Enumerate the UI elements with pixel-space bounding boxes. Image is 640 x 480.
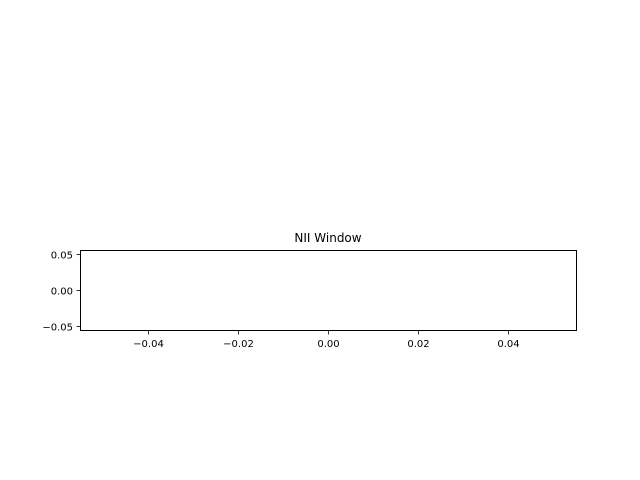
plot-frame xyxy=(80,250,577,331)
y-tick-label: 0.00 xyxy=(51,287,73,298)
x-tick-label: 0.00 xyxy=(317,339,339,350)
y-axis: −0.05 0.00 0.05 xyxy=(42,251,81,334)
x-tick-label: 0.04 xyxy=(497,339,519,350)
chart-title: NII Window xyxy=(294,231,361,245)
x-axis: −0.04 −0.02 0.00 0.02 0.04 xyxy=(133,330,520,350)
x-tick-label: −0.02 xyxy=(223,339,254,350)
y-tick-label: 0.05 xyxy=(51,251,73,262)
x-tick-label: 0.02 xyxy=(407,339,429,350)
x-tick-label: −0.04 xyxy=(133,339,164,350)
y-tick-label: −0.05 xyxy=(42,323,73,334)
plot-area xyxy=(80,250,577,331)
